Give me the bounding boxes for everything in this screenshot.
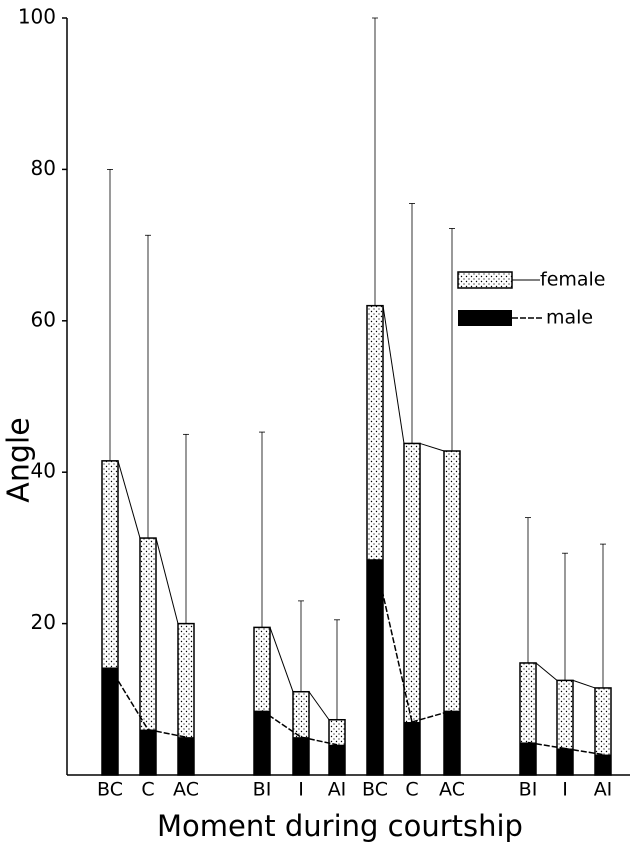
x-tick-label: AI bbox=[328, 779, 347, 801]
male-bar bbox=[254, 710, 270, 775]
x-tick-label: BI bbox=[519, 779, 538, 801]
male-bar bbox=[140, 729, 156, 775]
x-tick-label: C bbox=[141, 779, 154, 801]
x-tick-label: C bbox=[405, 779, 418, 801]
y-tick-label: 20 bbox=[31, 610, 56, 634]
male-bar bbox=[557, 748, 573, 775]
legend-label: female bbox=[540, 269, 606, 291]
male-trend bbox=[147, 728, 187, 738]
x-tick-label: AC bbox=[439, 779, 465, 801]
female-trend bbox=[269, 627, 294, 692]
male-bar bbox=[595, 754, 611, 775]
x-tick-label: AC bbox=[173, 779, 199, 801]
male-bar bbox=[178, 737, 194, 775]
x-tick-label: BC bbox=[362, 779, 388, 801]
male-trend bbox=[564, 747, 604, 756]
male-bar bbox=[329, 744, 345, 775]
male-trend bbox=[374, 559, 413, 723]
x-tick-label: I bbox=[298, 779, 304, 801]
male-bar bbox=[367, 559, 383, 775]
x-tick-label: AI bbox=[594, 779, 613, 801]
x-axis-label: Moment during courtship bbox=[157, 809, 523, 843]
female-trend bbox=[308, 691, 330, 721]
legend-swatch bbox=[458, 310, 512, 326]
female-trend bbox=[535, 662, 558, 681]
female-trend bbox=[419, 442, 445, 452]
legend-swatch bbox=[457, 271, 513, 289]
x-tick-label: BI bbox=[253, 779, 272, 801]
male-trend bbox=[109, 667, 149, 730]
y-tick-label: 60 bbox=[31, 307, 56, 331]
male-bar bbox=[444, 710, 460, 775]
y-tick-label: 40 bbox=[31, 459, 56, 483]
male-trend bbox=[411, 709, 453, 723]
y-axis-label: Angle bbox=[2, 417, 37, 502]
y-tick-label: 100 bbox=[18, 5, 56, 29]
x-tick-label: BC bbox=[97, 779, 123, 801]
x-tick-label: I bbox=[562, 779, 568, 801]
female-trend bbox=[117, 460, 141, 539]
female-trend bbox=[572, 679, 596, 689]
male-bar bbox=[520, 742, 536, 775]
male-bar bbox=[102, 667, 118, 775]
male-bar bbox=[404, 722, 420, 775]
legend-label: male bbox=[546, 307, 593, 329]
female-trend bbox=[155, 537, 179, 624]
female-trend bbox=[382, 305, 405, 444]
male-bar bbox=[293, 737, 309, 775]
y-tick-label: 80 bbox=[31, 156, 56, 180]
male-trend bbox=[300, 736, 338, 746]
male-trend bbox=[527, 741, 566, 750]
